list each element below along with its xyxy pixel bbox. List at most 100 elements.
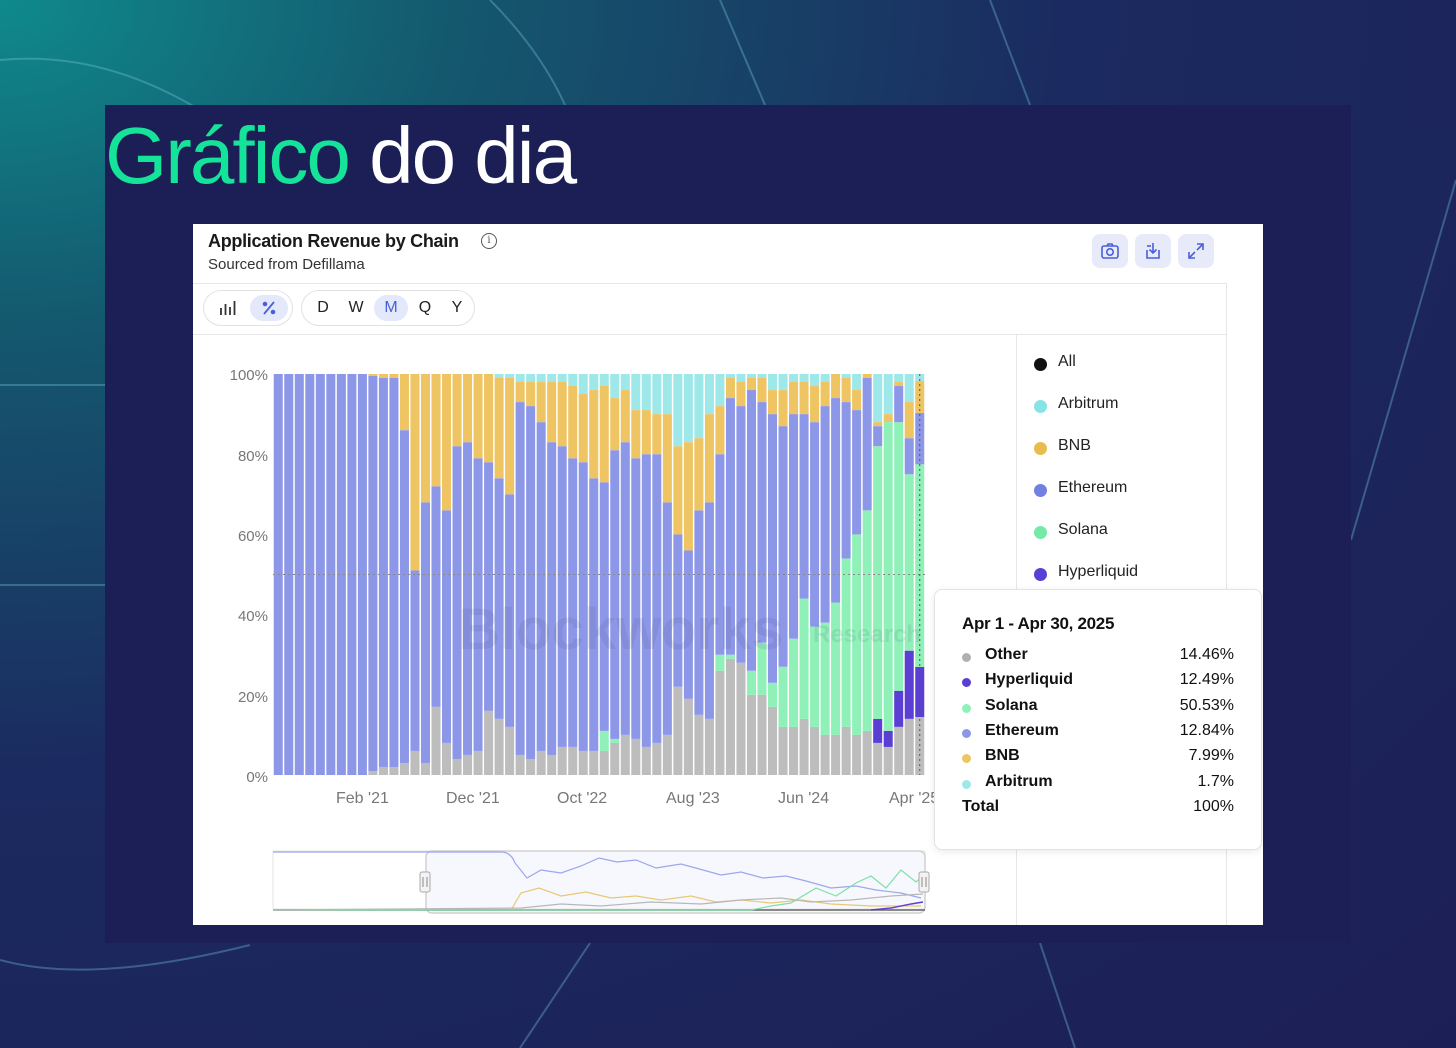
bar-segment-arbitrum[interactable] xyxy=(620,374,630,391)
bar-segment-bnb[interactable] xyxy=(631,410,641,459)
bar-segment-arbitrum[interactable] xyxy=(810,374,820,387)
bar-segment-arbitrum[interactable] xyxy=(673,374,683,447)
bar-segment-arbitrum[interactable] xyxy=(852,374,862,391)
bar-segment-arbitrum[interactable] xyxy=(694,374,704,439)
bar-segment-bnb[interactable] xyxy=(704,414,714,503)
bar-segment-bnb[interactable] xyxy=(568,386,578,459)
bar-segment-ethereum[interactable] xyxy=(484,462,494,711)
bar-segment-hyperliquid[interactable] xyxy=(915,666,925,718)
bar-segment-other[interactable] xyxy=(505,726,515,775)
bar-segment-arbitrum[interactable] xyxy=(641,374,651,411)
bar-segment-bnb[interactable] xyxy=(452,374,462,447)
bar-segment-arbitrum[interactable] xyxy=(631,374,641,411)
bar-segment-ethereum[interactable] xyxy=(662,502,672,735)
bar-segment-bnb[interactable] xyxy=(399,374,409,431)
bar-segment-arbitrum[interactable] xyxy=(662,374,672,415)
bar-segment-ethereum[interactable] xyxy=(336,374,346,775)
bar-segment-arbitrum[interactable] xyxy=(505,374,515,379)
bar-segment-hyperliquid[interactable] xyxy=(904,650,914,719)
bar-segment-solana[interactable] xyxy=(610,738,620,743)
bar-segment-bnb[interactable] xyxy=(378,374,388,379)
bar-segment-ethereum[interactable] xyxy=(410,570,420,751)
bar-segment-hyperliquid[interactable] xyxy=(883,730,893,747)
bar-segment-bnb[interactable] xyxy=(673,446,683,535)
bar-segment-other[interactable] xyxy=(894,726,904,775)
bar-segment-other[interactable] xyxy=(494,718,504,775)
bar-segment-arbitrum[interactable] xyxy=(557,374,567,383)
bar-segment-ethereum[interactable] xyxy=(736,406,746,663)
bar-segment-bnb[interactable] xyxy=(652,414,662,455)
bar-segment-ethereum[interactable] xyxy=(610,450,620,739)
bar-segment-arbitrum[interactable] xyxy=(725,374,735,379)
bar-segment-bnb[interactable] xyxy=(915,380,925,413)
bar-segment-bnb[interactable] xyxy=(662,414,672,503)
bar-segment-ethereum[interactable] xyxy=(599,482,609,731)
bar-segment-other[interactable] xyxy=(915,717,925,775)
bar-segment-ethereum[interactable] xyxy=(704,502,714,719)
bar-segment-ethereum[interactable] xyxy=(420,502,430,763)
bar-segment-ethereum[interactable] xyxy=(536,422,546,751)
bar-segment-other[interactable] xyxy=(694,714,704,775)
bar-segment-bnb[interactable] xyxy=(894,382,904,387)
bar-segment-other[interactable] xyxy=(799,718,809,775)
bar-segment-solana[interactable] xyxy=(831,602,841,735)
bar-segment-bnb[interactable] xyxy=(505,378,515,495)
bar-segment-bnb[interactable] xyxy=(610,398,620,451)
info-circle-icon[interactable]: i xyxy=(481,233,497,249)
bar-segment-other[interactable] xyxy=(852,734,862,775)
bar-segment-bnb[interactable] xyxy=(841,378,851,403)
bar-segment-other[interactable] xyxy=(578,750,588,775)
bar-segment-arbitrum[interactable] xyxy=(526,374,536,383)
bar-segment-arbitrum[interactable] xyxy=(904,374,914,403)
bar-segment-other[interactable] xyxy=(610,742,620,775)
bar-segment-ethereum[interactable] xyxy=(789,414,799,639)
bar-segment-other[interactable] xyxy=(873,742,883,775)
bar-segment-ethereum[interactable] xyxy=(799,414,809,599)
bar-segment-ethereum[interactable] xyxy=(326,374,336,775)
bar-segment-other[interactable] xyxy=(557,746,567,775)
bar-segment-other[interactable] xyxy=(410,750,420,775)
bar-segment-arbitrum[interactable] xyxy=(578,374,588,395)
bar-segment-other[interactable] xyxy=(810,726,820,775)
period-week[interactable]: W xyxy=(348,299,364,316)
bar-segment-ethereum[interactable] xyxy=(620,442,630,735)
bar-segment-other[interactable] xyxy=(452,758,462,775)
expand-button[interactable] xyxy=(1178,234,1214,268)
bar-segment-bnb[interactable] xyxy=(757,378,767,403)
bar-segment-other[interactable] xyxy=(820,734,830,775)
stacked-bar-plot[interactable]: Blockworks Research xyxy=(273,374,928,779)
bar-segment-ethereum[interactable] xyxy=(894,386,904,423)
bar-segment-ethereum[interactable] xyxy=(915,412,925,465)
bar-segment-arbitrum[interactable] xyxy=(547,374,557,383)
bar-segment-bnb[interactable] xyxy=(389,374,399,379)
bar-segment-bnb[interactable] xyxy=(789,382,799,415)
bar-segment-bnb[interactable] xyxy=(578,394,588,463)
bar-segment-ethereum[interactable] xyxy=(831,398,841,603)
bar-segment-other[interactable] xyxy=(599,750,609,775)
bar-segment-ethereum[interactable] xyxy=(904,438,914,475)
bar-segment-other[interactable] xyxy=(715,670,725,775)
bar-segment-bnb[interactable] xyxy=(904,402,914,439)
bar-segment-other[interactable] xyxy=(473,750,483,775)
bar-segment-bnb[interactable] xyxy=(473,374,483,459)
bar-segment-ethereum[interactable] xyxy=(452,446,462,759)
bar-segment-solana[interactable] xyxy=(841,558,851,727)
bar-segment-bnb[interactable] xyxy=(883,414,893,423)
bar-segment-arbitrum[interactable] xyxy=(515,374,525,383)
bar-segment-ethereum[interactable] xyxy=(389,378,399,767)
bar-segment-bnb[interactable] xyxy=(368,374,378,376)
bar-segment-bnb[interactable] xyxy=(778,390,788,427)
bar-segment-bnb[interactable] xyxy=(515,382,525,403)
bar-segment-solana[interactable] xyxy=(757,642,767,695)
bar-segment-bnb[interactable] xyxy=(484,374,494,463)
percent-view-button[interactable] xyxy=(250,295,288,321)
bar-segment-bnb[interactable] xyxy=(852,390,862,411)
bar-segment-other[interactable] xyxy=(883,746,893,775)
bar-segment-other[interactable] xyxy=(620,734,630,775)
bar-segment-ethereum[interactable] xyxy=(683,550,693,699)
bar-segment-bnb[interactable] xyxy=(683,442,693,551)
bar-segment-bnb[interactable] xyxy=(873,422,883,427)
bar-segment-arbitrum[interactable] xyxy=(589,374,599,391)
bar-segment-ethereum[interactable] xyxy=(652,454,662,743)
bar-segment-arbitrum[interactable] xyxy=(736,374,746,383)
